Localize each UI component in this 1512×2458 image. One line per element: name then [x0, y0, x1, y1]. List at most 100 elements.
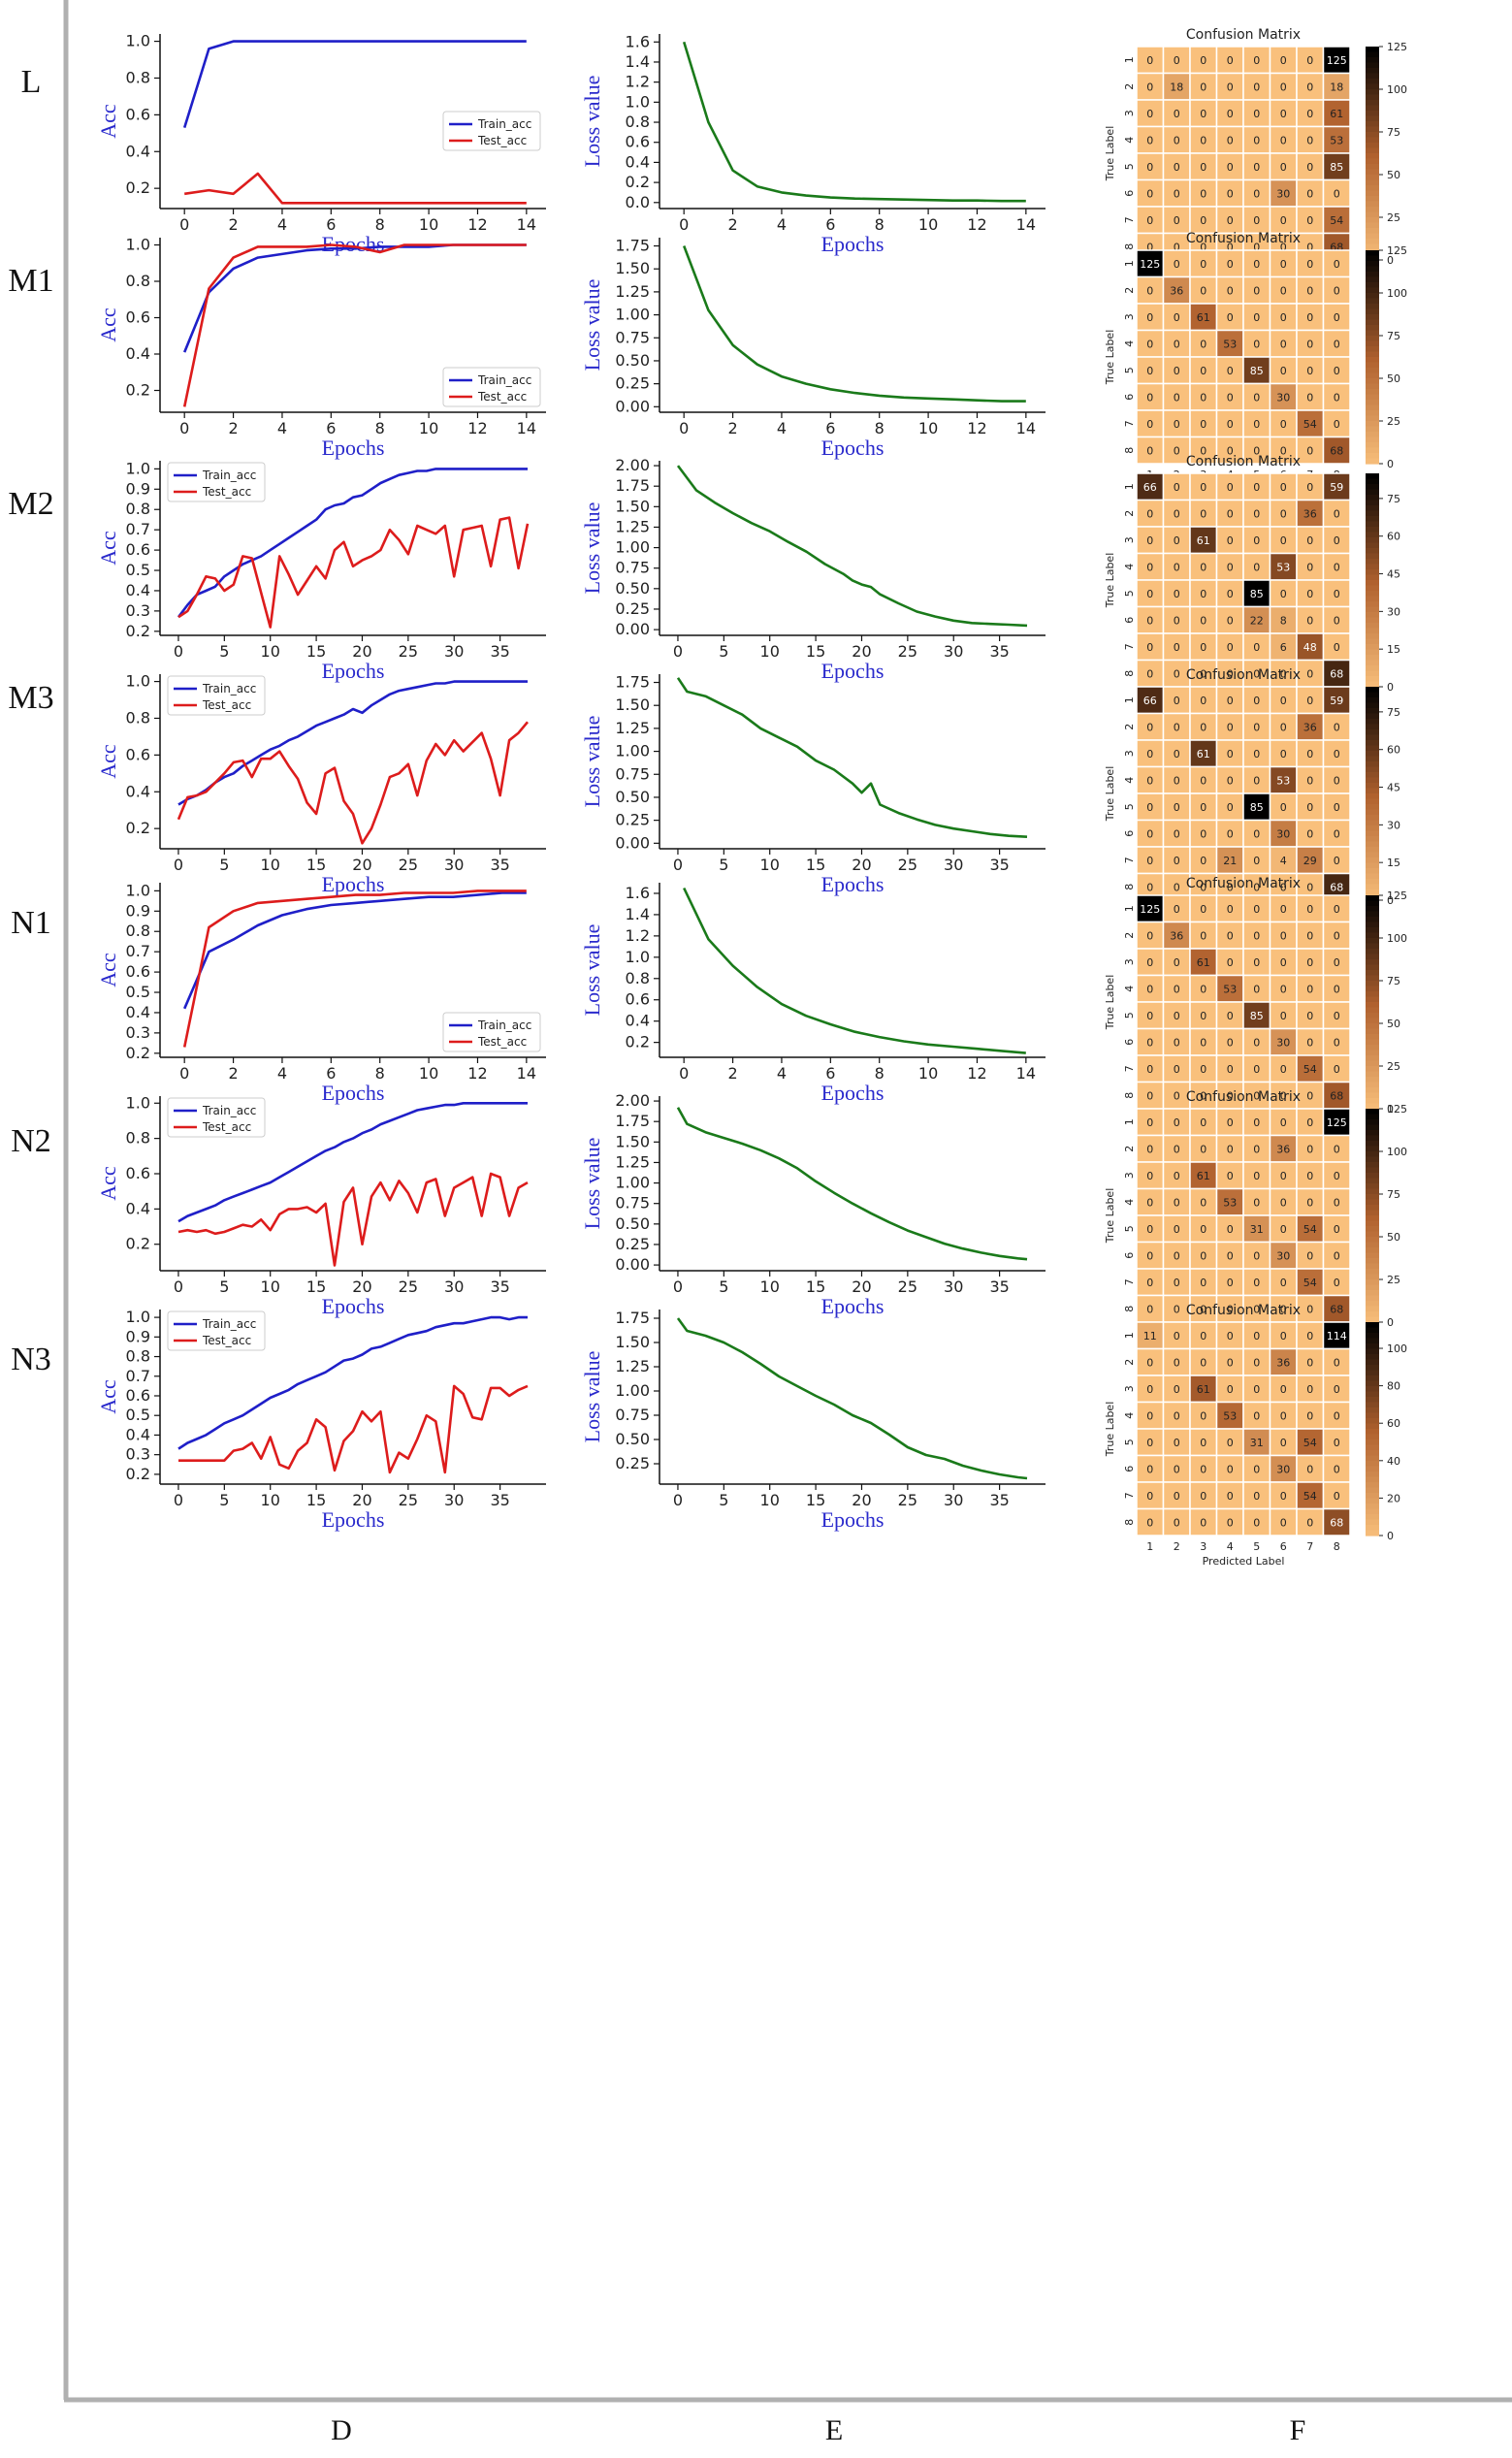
cm-cell-value: 0 — [1306, 187, 1313, 200]
cm-cell — [1162, 1481, 1191, 1510]
y-tick-label: 0.6 — [126, 540, 150, 559]
y-tick-label: 0.25 — [615, 811, 650, 829]
cm-cell-value: 0 — [1174, 721, 1180, 733]
cm-cell-value: 30 — [1276, 827, 1290, 840]
y-tick-label: 1.6 — [626, 32, 650, 50]
cm-cell-value: 0 — [1146, 1249, 1153, 1262]
colorbar-segment — [1366, 222, 1379, 229]
cm-cell-value: 0 — [1253, 1089, 1260, 1102]
colorbar-tick-label: 75 — [1387, 1188, 1400, 1201]
cm-x-tick: 4 — [1227, 1540, 1234, 1553]
x-tick-label: 12 — [967, 1064, 986, 1083]
cm-cell-value: 0 — [1200, 929, 1206, 942]
y-tick-label: 0.8 — [626, 969, 650, 987]
cm-cell — [1296, 739, 1325, 768]
y-tick-label: 0.9 — [126, 1327, 150, 1345]
cm-y-tick: 3 — [1123, 1172, 1136, 1179]
row-label-m3: M3 — [8, 680, 53, 716]
cm-cell-value: 0 — [1174, 1089, 1180, 1102]
panel-row-m2: M20 5 10 15 20 25 30 350.20.30.40.50.60.70.80.9… — [8, 454, 1400, 719]
loss-series-line-n2 — [676, 1107, 1028, 1261]
cm-cell-value: 0 — [1200, 507, 1206, 520]
colorbar-tick-label: 50 — [1387, 372, 1400, 385]
x-tick-label: 20 — [352, 856, 371, 874]
cm-cell-value: 0 — [1200, 258, 1206, 271]
cm-cell — [1269, 152, 1298, 181]
cm-cell — [1269, 409, 1298, 438]
colorbar-segment — [1366, 272, 1379, 278]
cm-cell-value: 68 — [1330, 1303, 1343, 1315]
colorbar-segment — [1366, 1279, 1379, 1286]
cm-y-tick: 4 — [1123, 137, 1136, 144]
cm-cell-value: 0 — [1253, 418, 1260, 431]
cm-cell-value: 0 — [1280, 801, 1287, 814]
x-tick-label: 10 — [261, 1278, 280, 1296]
colorbar-segment — [1366, 670, 1379, 677]
cm-cell-value: 0 — [1174, 801, 1180, 814]
legend-train-label: Train_acc — [202, 1104, 256, 1117]
cm-cell-value: 18 — [1330, 81, 1343, 93]
colorbar-segment — [1366, 368, 1379, 374]
cm-cell-value: 0 — [1200, 774, 1206, 787]
cm-cell-value: 0 — [1334, 1409, 1340, 1422]
cm-y-title: True Label — [1104, 1402, 1116, 1458]
loss-x-title: Epochs — [821, 872, 885, 896]
colorbar-segment — [1366, 949, 1379, 955]
cm-cell — [1296, 974, 1325, 1003]
cm-cell — [1322, 1294, 1351, 1323]
cm-cell-value: 0 — [1174, 561, 1180, 573]
colorbar-segment — [1366, 820, 1379, 826]
colorbar-segment — [1366, 1183, 1379, 1190]
cm-cell-value: 0 — [1253, 108, 1260, 120]
x-tick-label: 10 — [760, 642, 780, 661]
colorbar-segment — [1366, 126, 1379, 133]
cm-cell-value: 0 — [1227, 903, 1234, 916]
x-tick-label: 14 — [1016, 1064, 1036, 1083]
cm-cell — [1189, 659, 1218, 688]
colorbar-segment — [1366, 1141, 1379, 1148]
cm-cell-value: 0 — [1253, 721, 1260, 733]
cm-cell — [1242, 1054, 1271, 1083]
cm-cell-value: 66 — [1143, 481, 1157, 494]
cm-cell — [1162, 178, 1191, 208]
cm-cell — [1322, 1401, 1351, 1430]
cm-y-title: True Label — [1104, 126, 1116, 182]
colorbar-segment — [1366, 1343, 1379, 1350]
cm-cell — [1189, 1108, 1218, 1137]
cm-cell-value: 0 — [1306, 1516, 1313, 1529]
colorbar-segment — [1366, 702, 1379, 709]
x-tick-label: 14 — [517, 419, 536, 437]
train-acc-line-n2 — [177, 1102, 528, 1223]
cm-cell-value: 0 — [1227, 1303, 1234, 1315]
cm-cell-value: 0 — [1280, 81, 1287, 93]
x-tick-label: 25 — [399, 1491, 418, 1509]
y-tick-label: 0.8 — [126, 708, 150, 727]
cm-cell-value: 0 — [1174, 881, 1180, 893]
colorbar-segment — [1366, 1199, 1379, 1206]
cm-cell-value: 0 — [1146, 855, 1153, 867]
cm-cell-value: 0 — [1200, 81, 1206, 93]
cm-cell — [1322, 819, 1351, 848]
cm-cell-value: 0 — [1227, 241, 1234, 253]
cm-cell-value: 0 — [1334, 614, 1340, 627]
cm-y-tick: 7 — [1123, 857, 1136, 863]
cm-cell-value: 0 — [1174, 1516, 1180, 1529]
colorbar-segment — [1366, 233, 1379, 240]
cm-cell — [1136, 1241, 1165, 1270]
y-tick-label: 0.50 — [615, 1430, 650, 1448]
colorbar-segment — [1366, 357, 1379, 364]
cm-cell-value: 54 — [1303, 1437, 1317, 1449]
loss-x-title: Epochs — [821, 1294, 885, 1318]
cm-cell-value: 0 — [1334, 1170, 1340, 1182]
y-tick-label: 0.4 — [126, 142, 150, 160]
cm-cell-value: 0 — [1253, 214, 1260, 227]
cm-y-tick: 5 — [1123, 1439, 1136, 1445]
cm-cell — [1322, 1454, 1351, 1483]
cm-cell-value: 0 — [1146, 507, 1153, 520]
cm-cell — [1242, 1108, 1271, 1137]
y-tick-label: 0.4 — [126, 1199, 150, 1217]
train-acc-line-m3 — [177, 680, 528, 806]
cm-cell-value: 36 — [1276, 1356, 1290, 1369]
cm-cell-value: 0 — [1334, 774, 1340, 787]
cm-cell-value: 0 — [1253, 444, 1260, 457]
